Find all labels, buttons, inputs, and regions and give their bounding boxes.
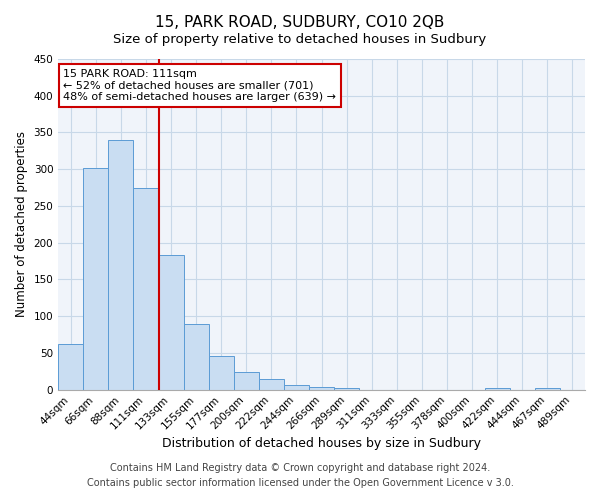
Y-axis label: Number of detached properties: Number of detached properties xyxy=(15,132,28,318)
Text: Contains HM Land Registry data © Crown copyright and database right 2024.
Contai: Contains HM Land Registry data © Crown c… xyxy=(86,462,514,487)
Bar xyxy=(158,255,184,390)
Bar xyxy=(284,384,309,390)
X-axis label: Distribution of detached houses by size in Sudbury: Distribution of detached houses by size … xyxy=(162,437,481,450)
Bar xyxy=(58,344,83,390)
Bar xyxy=(535,388,560,390)
Bar xyxy=(209,356,234,390)
Bar xyxy=(334,388,359,390)
Bar xyxy=(485,388,510,390)
Bar xyxy=(109,140,133,390)
Bar xyxy=(83,168,109,390)
Bar xyxy=(133,188,158,390)
Bar xyxy=(234,372,259,390)
Text: 15, PARK ROAD, SUDBURY, CO10 2QB: 15, PARK ROAD, SUDBURY, CO10 2QB xyxy=(155,15,445,30)
Text: 15 PARK ROAD: 111sqm
← 52% of detached houses are smaller (701)
48% of semi-deta: 15 PARK ROAD: 111sqm ← 52% of detached h… xyxy=(64,69,337,102)
Bar xyxy=(259,378,284,390)
Text: Size of property relative to detached houses in Sudbury: Size of property relative to detached ho… xyxy=(113,32,487,46)
Bar xyxy=(309,387,334,390)
Bar xyxy=(184,324,209,390)
